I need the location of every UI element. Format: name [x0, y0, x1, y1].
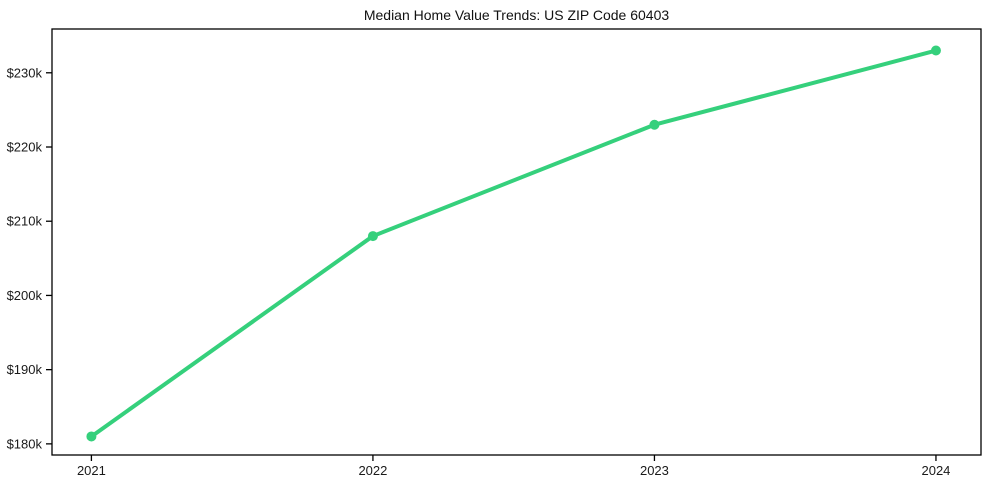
plot-border: [51, 28, 982, 456]
x-axis-tick-label: 2021: [77, 463, 106, 478]
data-point-marker: [930, 45, 941, 56]
y-axis-tick-label: $210k: [7, 214, 43, 229]
x-axis-tick-label: 2023: [640, 463, 669, 478]
y-axis-tick-label: $220k: [7, 140, 43, 155]
y-axis-tick-label: $180k: [7, 436, 43, 451]
plot-area: [52, 29, 981, 455]
x-axis-tick-label: 2024: [921, 463, 950, 478]
chart-title: Median Home Value Trends: US ZIP Code 60…: [363, 7, 670, 23]
y-axis-tick-label: $190k: [7, 362, 43, 377]
y-axis-tick-label: $200k: [7, 288, 43, 303]
data-point-marker: [86, 431, 97, 442]
data-point-marker: [649, 119, 660, 130]
data-point-marker: [367, 231, 378, 242]
x-axis-tick-label: 2022: [358, 463, 387, 478]
trend-line: [89, 48, 938, 439]
y-axis-tick-label: $230k: [7, 65, 43, 80]
